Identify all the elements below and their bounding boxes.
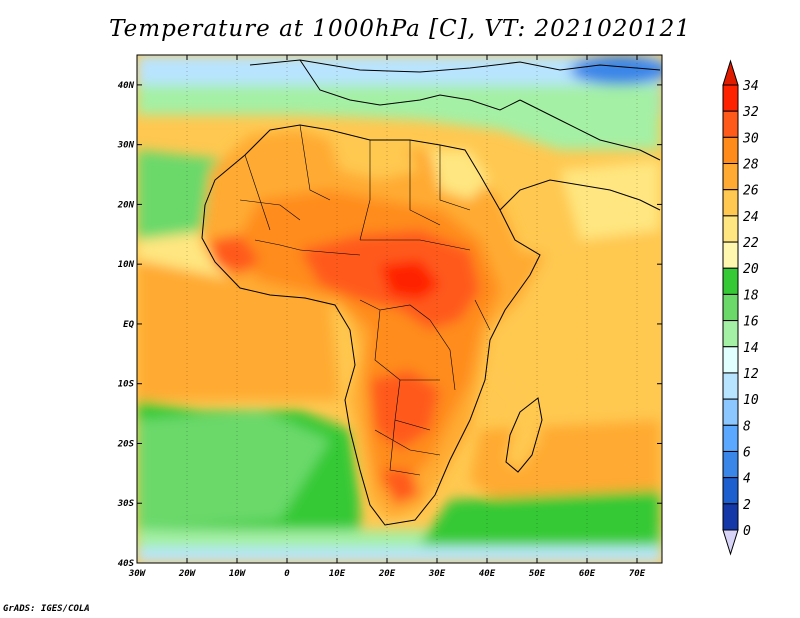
colorbar-label: 26 (743, 184, 759, 199)
lat-tick-label: 20S (117, 439, 135, 449)
lat-tick-label: 10N (118, 260, 135, 270)
colorbar-segment (722, 424, 739, 452)
lat-tick-label: 30S (117, 499, 135, 509)
lon-tick-label: 0 (284, 569, 290, 579)
colorbar-segment (722, 163, 739, 191)
colorbar-label: 18 (743, 288, 759, 303)
colorbar-segment (722, 477, 739, 505)
map-title: Temperature at 1000hPa [C], VT: 20210201… (109, 16, 691, 42)
colorbar-segment (722, 346, 739, 374)
colorbar-label: 6 (743, 445, 751, 460)
lon-tick-label: 50E (529, 569, 546, 579)
colorbar-segment (722, 110, 739, 138)
lon-tick-label: 30E (428, 569, 446, 579)
colorbar-label: 16 (743, 315, 759, 330)
colorbar-segment (722, 215, 739, 243)
colorbar-segment (722, 136, 739, 165)
colorbar-segment (722, 293, 739, 322)
map-frame (136, 54, 663, 564)
colorbar-label: 4 (743, 472, 751, 487)
lon-tick-label: 20E (378, 569, 396, 579)
colorbar-top-arrow (722, 59, 739, 86)
colorbar-label: 22 (743, 236, 759, 251)
map-plot-area (137, 55, 662, 563)
lat-tick-label: EQ (123, 320, 134, 330)
colorbar-bottom-arrow (722, 529, 739, 556)
colorbar-label: 28 (743, 158, 759, 173)
colorbar-segment (722, 398, 739, 426)
lat-tick-label: 40S (118, 559, 135, 569)
colorbar-label: 20 (743, 262, 759, 277)
colorbar-label: 30 (742, 131, 759, 146)
colorbar-segment (722, 450, 739, 479)
colorbar-label: 2 (743, 498, 751, 513)
colorbar-segment (722, 267, 739, 295)
colorbar-label: 32 (742, 105, 759, 120)
colorbar-label: 8 (743, 419, 751, 434)
lon-tick-label: 70E (629, 569, 646, 579)
colorbar-segment (722, 84, 739, 112)
latitude-axis: 40N 30N 20N 10N EQ 10S 20S 30S 40S (117, 81, 662, 569)
colorbar-label: 14 (743, 341, 759, 356)
lat-tick-label: 20N (117, 200, 135, 210)
lat-tick-label: 40N (118, 81, 135, 91)
lon-tick-label: 20W (178, 569, 197, 579)
colorbar-segment (722, 320, 739, 348)
colorbar-label: 0 (743, 524, 751, 539)
colorbar-label: 10 (743, 393, 759, 408)
lon-tick-label: 40E (479, 569, 496, 579)
lat-tick-label: 10S (118, 380, 135, 390)
colorbar-segment (722, 503, 739, 531)
colorbar-segment (722, 241, 739, 269)
colorbar-label: 24 (743, 210, 759, 225)
colorbar-label: 12 (743, 367, 759, 382)
longitude-axis: 30W 20W 10W 0 10E 20E 30E 40E 50E 60E 70E (128, 55, 646, 579)
lon-tick-label: 30W (128, 569, 147, 579)
colorbar-segment (722, 189, 739, 217)
colorbar-label: 34 (742, 79, 759, 94)
lat-tick-label: 30N (117, 141, 135, 151)
lon-tick-label: 10W (229, 569, 247, 579)
colorbar-segment (722, 372, 739, 400)
lon-tick-label: 60E (579, 569, 596, 579)
grads-credit: GrADS: IGES/COLA (3, 604, 90, 614)
lon-tick-label: 10E (329, 569, 346, 579)
